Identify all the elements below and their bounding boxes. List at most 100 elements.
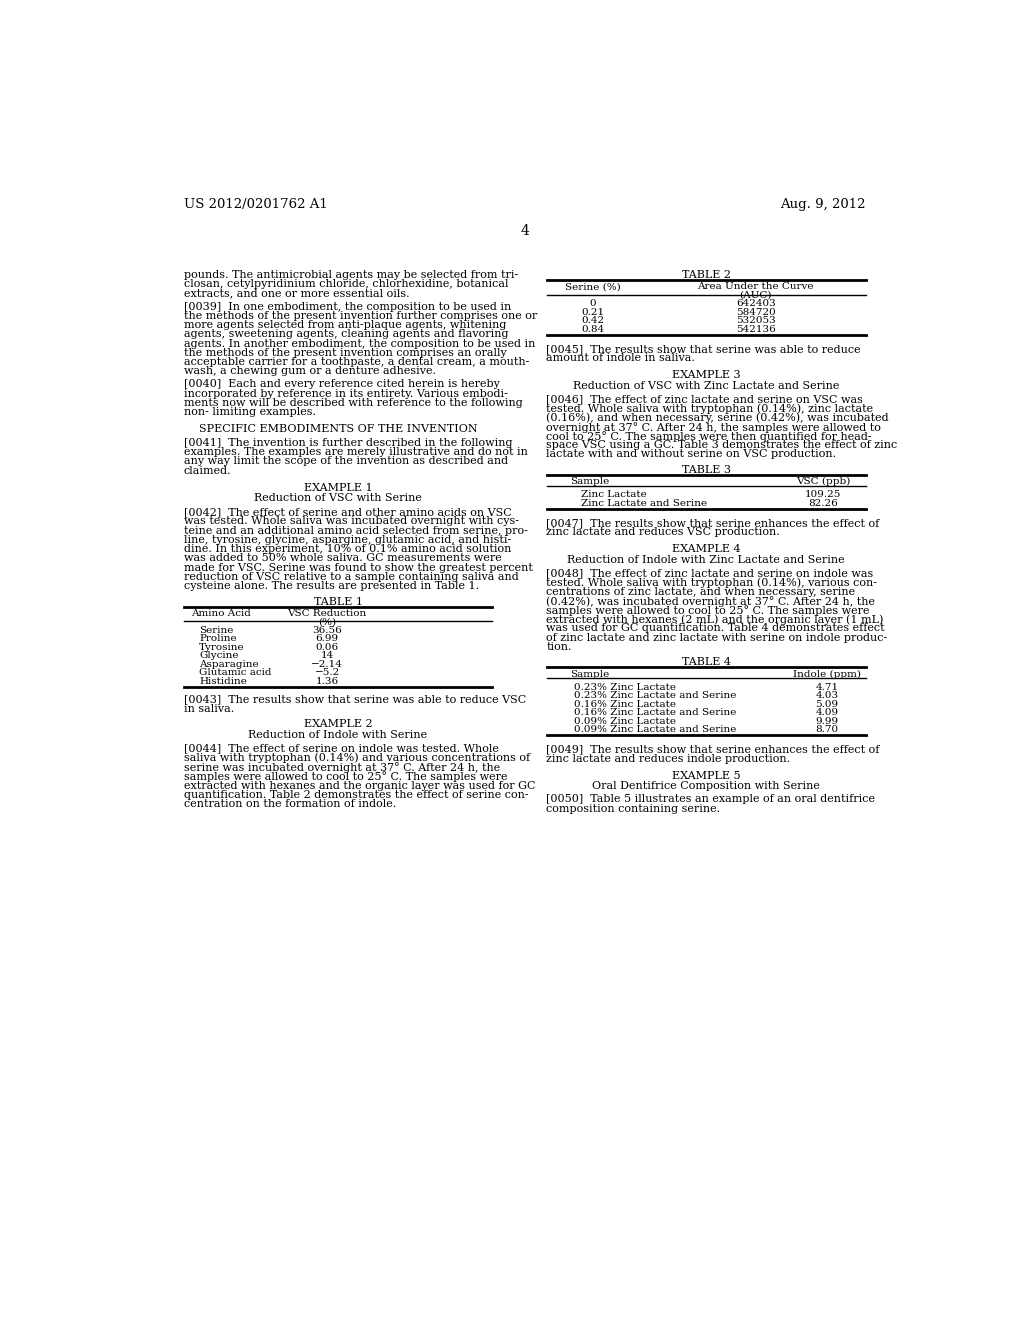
Text: 1.36: 1.36 [315,677,339,685]
Text: cool to 25° C. The samples were then quantified for head-: cool to 25° C. The samples were then qua… [547,430,872,442]
Text: of zinc lactate and zinc lactate with serine on indole produc-: of zinc lactate and zinc lactate with se… [547,632,888,643]
Text: 5.09: 5.09 [815,700,839,709]
Text: lactate with and without serine on VSC production.: lactate with and without serine on VSC p… [547,449,837,459]
Text: dine. In this experiment, 10% of 0.1% amino acid solution: dine. In this experiment, 10% of 0.1% am… [183,544,511,554]
Text: TABLE 4: TABLE 4 [682,657,731,668]
Text: the methods of the present invention further comprises one or: the methods of the present invention fur… [183,312,537,321]
Text: 82.26: 82.26 [808,499,838,508]
Text: TABLE 2: TABLE 2 [682,271,731,280]
Text: line, tyrosine, glycine, aspargine, glutamic acid, and histi-: line, tyrosine, glycine, aspargine, glut… [183,535,511,545]
Text: 109.25: 109.25 [805,490,842,499]
Text: Glutamic acid: Glutamic acid [200,668,271,677]
Text: ments now will be described with reference to the following: ments now will be described with referen… [183,397,522,408]
Text: tested. Whole saliva with tryptophan (0.14%), various con-: tested. Whole saliva with tryptophan (0.… [547,577,878,587]
Text: −5.2: −5.2 [314,668,340,677]
Text: 0.06: 0.06 [315,643,339,652]
Text: [0042]  The effect of serine and other amino acids on VSC: [0042] The effect of serine and other am… [183,507,512,517]
Text: composition containing serine.: composition containing serine. [547,804,721,813]
Text: 0.23% Zinc Lactate: 0.23% Zinc Lactate [573,682,676,692]
Text: 9.99: 9.99 [815,717,839,726]
Text: serine was incubated overnight at 37° C. After 24 h, the: serine was incubated overnight at 37° C.… [183,762,500,774]
Text: tested. Whole saliva with tryptophan (0.14%), zinc lactate: tested. Whole saliva with tryptophan (0.… [547,404,873,414]
Text: reduction of VSC relative to a sample containing saliva and: reduction of VSC relative to a sample co… [183,572,518,582]
Text: claimed.: claimed. [183,466,231,475]
Text: space VSC using a GC. Table 3 demonstrates the effect of zinc: space VSC using a GC. Table 3 demonstrat… [547,441,898,450]
Text: Glycine: Glycine [200,651,239,660]
Text: teine and an additional amino acid selected from serine, pro-: teine and an additional amino acid selec… [183,525,527,536]
Text: 0.09% Zinc Lactate: 0.09% Zinc Lactate [573,717,676,726]
Text: samples were allowed to cool to 25° C. The samples were: samples were allowed to cool to 25° C. T… [183,771,507,783]
Text: the methods of the present invention comprises an orally: the methods of the present invention com… [183,348,507,358]
Text: examples. The examples are merely illustrative and do not in: examples. The examples are merely illust… [183,447,527,457]
Text: Area Under the Curve: Area Under the Curve [697,282,814,292]
Text: EXAMPLE 2: EXAMPLE 2 [304,719,373,729]
Text: EXAMPLE 1: EXAMPLE 1 [304,483,373,492]
Text: amount of indole in saliva.: amount of indole in saliva. [547,354,695,363]
Text: 0.21: 0.21 [582,308,604,317]
Text: non- limiting examples.: non- limiting examples. [183,407,315,417]
Text: [0050]  Table 5 illustrates an example of an oral dentifrice: [0050] Table 5 illustrates an example of… [547,795,876,804]
Text: zinc lactate and reduces indole production.: zinc lactate and reduces indole producti… [547,754,791,763]
Text: Oral Dentifrice Composition with Serine: Oral Dentifrice Composition with Serine [592,781,820,791]
Text: (AUC): (AUC) [739,290,772,300]
Text: Asparagine: Asparagine [200,660,259,669]
Text: 532053: 532053 [736,317,775,325]
Text: VSC (ppb): VSC (ppb) [796,478,850,486]
Text: 0.16% Zinc Lactate and Serine: 0.16% Zinc Lactate and Serine [573,708,736,717]
Text: Reduction of VSC with Zinc Lactate and Serine: Reduction of VSC with Zinc Lactate and S… [573,381,840,391]
Text: centration on the formation of indole.: centration on the formation of indole. [183,799,396,809]
Text: acceptable carrier for a toothpaste, a dental cream, a mouth-: acceptable carrier for a toothpaste, a d… [183,358,529,367]
Text: Reduction of Indole with Serine: Reduction of Indole with Serine [249,730,428,739]
Text: more agents selected from anti-plaque agents, whitening: more agents selected from anti-plaque ag… [183,321,506,330]
Text: [0040]  Each and every reference cited herein is hereby: [0040] Each and every reference cited he… [183,379,500,389]
Text: 584720: 584720 [736,308,775,317]
Text: Reduction of VSC with Serine: Reduction of VSC with Serine [254,494,422,503]
Text: EXAMPLE 5: EXAMPLE 5 [672,771,740,780]
Text: [0039]  In one embodiment, the composition to be used in: [0039] In one embodiment, the compositio… [183,302,511,312]
Text: agents. In another embodiment, the composition to be used in: agents. In another embodiment, the compo… [183,339,536,348]
Text: (0.42%), was incubated overnight at 37° C. After 24 h, the: (0.42%), was incubated overnight at 37° … [547,595,876,607]
Text: was added to 50% whole saliva. GC measurements were: was added to 50% whole saliva. GC measur… [183,553,502,564]
Text: 0.16% Zinc Lactate: 0.16% Zinc Lactate [573,700,676,709]
Text: extracted with hexanes and the organic layer was used for GC: extracted with hexanes and the organic l… [183,780,536,791]
Text: wash, a chewing gum or a denture adhesive.: wash, a chewing gum or a denture adhesiv… [183,367,436,376]
Text: 8.70: 8.70 [815,725,839,734]
Text: agents, sweetening agents, cleaning agents and flavoring: agents, sweetening agents, cleaning agen… [183,330,508,339]
Text: Reduction of Indole with Zinc Lactate and Serine: Reduction of Indole with Zinc Lactate an… [567,554,845,565]
Text: Proline: Proline [200,635,237,643]
Text: incorporated by reference in its entirety. Various embodi-: incorporated by reference in its entiret… [183,388,508,399]
Text: 4: 4 [520,224,529,238]
Text: 642403: 642403 [736,300,775,309]
Text: 0: 0 [590,300,596,309]
Text: Amino Acid: Amino Acid [191,609,252,618]
Text: extracted with hexanes (2 mL) and the organic layer (1 mL): extracted with hexanes (2 mL) and the or… [547,614,884,624]
Text: extracts, and one or more essential oils.: extracts, and one or more essential oils… [183,289,410,298]
Text: quantification. Table 2 demonstrates the effect of serine con-: quantification. Table 2 demonstrates the… [183,789,528,800]
Text: was tested. Whole saliva was incubated overnight with cys-: was tested. Whole saliva was incubated o… [183,516,519,527]
Text: closan, cetylpyridinium chloride, chlorhexidine, botanical: closan, cetylpyridinium chloride, chlorh… [183,280,508,289]
Text: [0041]  The invention is further described in the following: [0041] The invention is further describe… [183,438,512,447]
Text: SPECIFIC EMBODIMENTS OF THE INVENTION: SPECIFIC EMBODIMENTS OF THE INVENTION [199,424,477,434]
Text: Aug. 9, 2012: Aug. 9, 2012 [780,198,866,211]
Text: Sample: Sample [569,669,609,678]
Text: [0049]  The results show that serine enhances the effect of: [0049] The results show that serine enha… [547,744,880,754]
Text: Serine: Serine [200,626,233,635]
Text: [0044]  The effect of serine on indole was tested. Whole: [0044] The effect of serine on indole wa… [183,743,499,754]
Text: 0.84: 0.84 [582,325,604,334]
Text: zinc lactate and reduces VSC production.: zinc lactate and reduces VSC production. [547,527,780,537]
Text: [0048]  The effect of zinc lactate and serine on indole was: [0048] The effect of zinc lactate and se… [547,568,873,578]
Text: −2.14: −2.14 [311,660,343,669]
Text: cysteine alone. The results are presented in Table 1.: cysteine alone. The results are presente… [183,581,479,591]
Text: Indole (ppm): Indole (ppm) [793,669,861,678]
Text: overnight at 37° C. After 24 h, the samples were allowed to: overnight at 37° C. After 24 h, the samp… [547,422,882,433]
Text: made for VSC. Serine was found to show the greatest percent: made for VSC. Serine was found to show t… [183,562,532,573]
Text: was used for GC quantification. Table 4 demonstrates effect: was used for GC quantification. Table 4 … [547,623,885,634]
Text: EXAMPLE 4: EXAMPLE 4 [672,544,740,554]
Text: VSC Reduction: VSC Reduction [288,609,367,618]
Text: EXAMPLE 3: EXAMPLE 3 [672,370,740,380]
Text: 4.03: 4.03 [815,692,839,700]
Text: Sample: Sample [569,478,609,486]
Text: samples were allowed to cool to 25° C. The samples were: samples were allowed to cool to 25° C. T… [547,605,870,616]
Text: 542136: 542136 [736,325,775,334]
Text: (0.16%), and when necessary, serine (0.42%), was incubated: (0.16%), and when necessary, serine (0.4… [547,412,889,424]
